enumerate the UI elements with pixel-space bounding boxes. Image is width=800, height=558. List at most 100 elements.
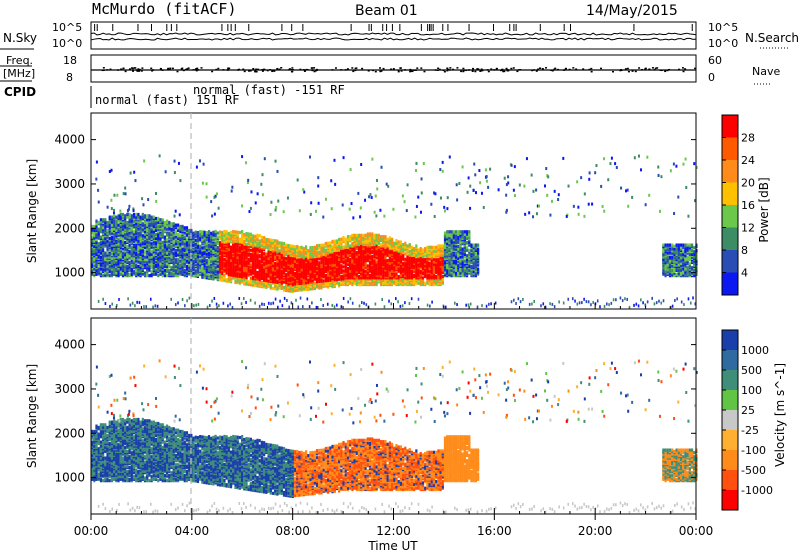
echo-cell [161,218,164,222]
echo-cell [91,235,94,239]
echo-cell [410,245,414,249]
echo-cell [218,241,222,245]
echo-cell [115,220,118,225]
echo-cell [141,254,144,258]
echo-cell [282,288,286,292]
echo-cell [320,264,323,269]
echo-cell [278,249,281,253]
echo-cell [298,264,301,268]
echo-cell [108,223,111,227]
echo-cell [141,212,144,217]
echo-cell [130,214,133,218]
echo-cell [150,270,153,274]
echo-cell [320,267,323,271]
echo-cell [203,262,206,266]
echo-cell [106,267,109,271]
echo-cell [150,219,153,223]
echo-cell [110,256,114,260]
echo-cell [333,239,336,243]
echo-cell [293,271,297,275]
echo-cell [108,248,111,252]
echo-cell [163,235,166,239]
echo-cell [404,241,407,245]
echo-cell [146,251,149,255]
echo-cell [229,258,233,263]
echo-cell [194,230,197,234]
echo-cell [236,273,239,277]
echo-cell [201,235,204,239]
echo-cell [157,246,160,250]
power-echoes [91,154,698,310]
echo-cell [225,230,228,234]
echo-cell [424,281,427,285]
echo-cell [351,241,354,245]
echo-cell [201,259,204,263]
echo-cell [271,278,275,282]
echo-cell [172,268,175,272]
echo-cell [141,215,144,219]
echo-cell [377,233,380,237]
echo-cell [150,222,153,226]
echo-cell [225,234,228,238]
echo-cell [108,219,111,223]
echo-cell [205,248,208,252]
echo-cell [185,264,189,268]
echo-cell [245,242,248,246]
echo-cell [119,270,122,274]
echo-cell [298,245,301,250]
echo-cell [143,250,147,254]
echo-cell [185,242,189,246]
freq-tick-top: 18 [63,54,77,67]
echo-cell [265,237,268,242]
echo-cell [304,271,308,276]
echo-cell [185,259,189,263]
echo-cell [148,214,151,218]
echo-cell [282,269,286,274]
freq-tick-bottom: 8 [66,71,73,84]
echo-cell [137,255,140,259]
echo-cell [146,255,149,259]
echo-cell [309,272,312,276]
echo-cell [289,249,292,253]
echo-cell [428,245,431,249]
echo-cell [263,262,266,266]
echo-cell [313,269,316,273]
echo-cell [432,245,436,249]
echo-cell [102,230,105,234]
echo-cell [227,277,230,281]
echo-cell [368,281,372,285]
echo-cell [163,220,166,225]
echo-cell [227,271,230,275]
echo-cell [351,233,354,237]
echo-cell [110,228,114,233]
echo-cell [234,280,237,285]
echo-cell [146,214,149,218]
echo-cell [163,263,166,267]
echo-cell [342,245,345,249]
echo-cell [265,252,268,256]
echo-cell [243,256,246,261]
echo-cell [309,250,312,254]
echo-cell [212,230,215,234]
echo-cell [320,256,323,261]
echo-cell [373,233,376,237]
echo-cell [205,268,208,272]
echo-cell [285,288,288,293]
echo-cell [421,276,425,280]
echo-cell [214,229,217,233]
echo-cell [146,274,149,278]
echo-cell [93,262,96,266]
echo-cell [115,247,118,251]
echo-cell [366,232,369,236]
echo-cell [311,285,314,290]
echo-cell [282,251,286,255]
echo-cell [395,272,398,276]
echo-cell [104,271,107,275]
echo-cell [382,235,385,239]
echo-cell [110,271,114,275]
echo-cell [413,273,416,277]
echo-cell [289,246,292,251]
echo-cell [320,252,323,257]
echo-cell [117,223,120,227]
